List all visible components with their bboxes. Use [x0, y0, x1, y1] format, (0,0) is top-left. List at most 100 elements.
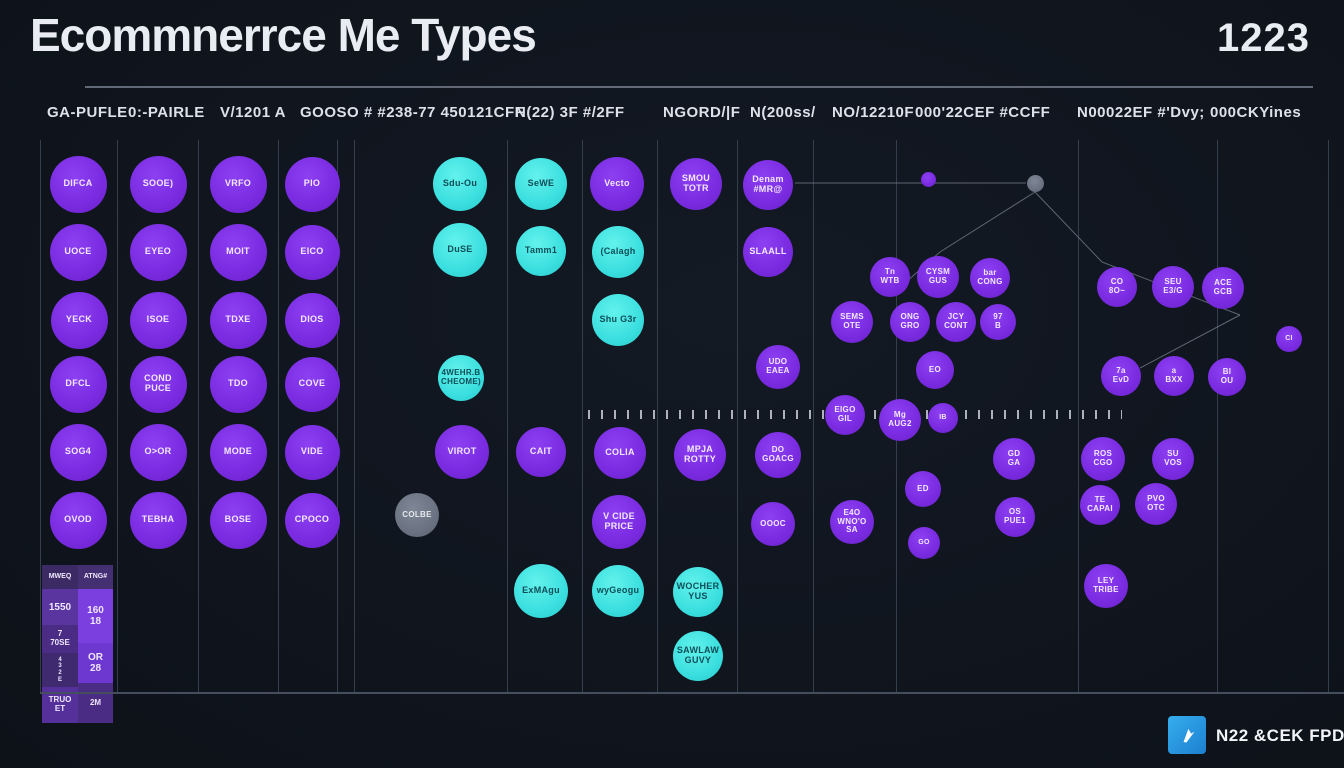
bubble-label: SEMS — [840, 312, 864, 322]
grid-vline — [198, 140, 199, 693]
bubble-node: GO — [908, 527, 940, 559]
bubble-label: EIGO — [834, 405, 856, 415]
bubble-node: UDO EAEA — [756, 345, 800, 389]
bubble-node: bar CONG — [970, 258, 1010, 298]
legend-cell-text: 28 — [89, 663, 102, 674]
bubble-node: LEY TRIBE — [1084, 564, 1128, 608]
grid-vline — [1217, 140, 1218, 693]
bubble-node: SMOU TOTR — [670, 158, 722, 210]
bubble-node: PVO OTC — [1135, 483, 1177, 525]
bubble-label: MPJA — [686, 444, 714, 455]
bubble-label: SLAALL — [749, 246, 787, 257]
bubble-node: WOCHER YUS — [673, 567, 723, 617]
bubble-node: SU VOS — [1152, 438, 1194, 480]
bubble-label: OU — [1220, 376, 1234, 385]
column-header: N00022EF #'Dvy; — [1077, 104, 1205, 121]
bubble-label: COLIA — [605, 447, 635, 458]
bubble-node: ROS CGO — [1081, 437, 1125, 481]
bubble-label: MODE — [223, 446, 253, 457]
bubble-label: CONG — [977, 277, 1003, 286]
header-number: 1223 — [1217, 16, 1310, 60]
grid-vline — [507, 140, 508, 693]
legend-cell: 7 70SE — [42, 625, 78, 653]
bubble-node: Tamm1 — [516, 226, 566, 276]
bubble-node: EO — [916, 351, 954, 389]
bubble-label: DIFCA — [63, 178, 93, 189]
bubble-label: CHEOME) — [441, 377, 481, 386]
bubble-node: wyGeogu — [592, 565, 644, 617]
bubble-node: SAWLAW GUVY — [673, 631, 723, 681]
bubble-label: OS — [1008, 507, 1022, 517]
grid-vline — [278, 140, 279, 693]
bubble-label: DuSE — [447, 244, 473, 255]
legend-cell-text: 4 — [58, 656, 62, 663]
bubble-label: MOIT — [226, 246, 250, 257]
bubble-node: Denam #MR@ — [743, 160, 793, 210]
bubble-node: Sdu-Ou — [433, 157, 487, 211]
bubble-node: ACE GCB — [1202, 267, 1244, 309]
bubble-node: CYSM GUS — [917, 256, 959, 298]
bubble-label: AUG2 — [888, 419, 912, 428]
bubble-label: #MR@ — [753, 184, 783, 194]
bubble-label: DFCL — [65, 378, 91, 389]
bubble-node: EIGO GIL — [825, 395, 865, 435]
bubble-node: Mg AUG2 — [879, 399, 921, 441]
bubble-label: E3/G — [1163, 286, 1183, 295]
legend-cell: 160 18 — [78, 589, 113, 643]
bubble-node: COLBE — [395, 493, 439, 537]
bubble-label: TDO — [228, 378, 248, 389]
bubble-node: CO 8O~ — [1097, 267, 1137, 307]
bubble-node: O>OR — [129, 423, 187, 481]
column-header: N(200ss/ — [750, 104, 816, 121]
bubble-node: SEMS OTE — [831, 301, 873, 343]
grid-vline — [117, 140, 118, 693]
bubble-label: DO — [771, 445, 785, 455]
grid-vline — [337, 140, 338, 693]
bubble-node: MPJA ROTTY — [674, 429, 726, 481]
legend-cell-text: 18 — [89, 616, 102, 627]
column-header: GA-PUFLE — [47, 104, 128, 121]
bubble-label: WOCHER — [676, 581, 720, 592]
legend-cell-text: ET — [54, 704, 66, 713]
bubble-node: PIO — [284, 156, 340, 212]
bubble-node: 7a EvD — [1101, 356, 1141, 396]
grid-vline — [1328, 140, 1329, 693]
legend-cell-text: 7 — [57, 629, 63, 639]
title-divider — [85, 86, 1313, 88]
bubble-label: BOSE — [224, 514, 252, 525]
bubble-node: TDO — [209, 355, 267, 413]
bubble-label: VIDE — [300, 446, 324, 457]
bubble-node: BI OU — [1208, 358, 1246, 396]
legend-cell: MWEQ — [42, 565, 78, 589]
bubble-label: COVE — [298, 378, 326, 389]
bubble-label: EO — [928, 364, 942, 374]
bubble-label: (Calagh — [600, 246, 636, 257]
legend-cell: OR 28 — [78, 643, 113, 683]
bubble-label: 8O~ — [1108, 286, 1126, 295]
bubble-label: OOOC — [760, 518, 786, 528]
bubble-node: ED — [905, 471, 941, 507]
bubble-node: IB — [928, 403, 958, 433]
bubble-node: GD GA — [993, 438, 1035, 480]
legend-cell-text: OR — [88, 652, 103, 663]
bubble-label: GRO — [900, 321, 920, 330]
grid-vline — [40, 140, 41, 693]
grid-vline — [582, 140, 583, 693]
bubble-node: DIOS — [284, 292, 340, 348]
bubble-label: COND — [144, 373, 172, 384]
column-header: NGORD/|F — [663, 104, 741, 121]
bubble-node: SOOE) — [129, 155, 187, 213]
legend-cell-text: 2M — [89, 697, 102, 707]
bubble-node: ISOE — [129, 291, 187, 349]
bubble-label: TEBHA — [141, 514, 175, 525]
bubble-label: TDXE — [225, 314, 251, 325]
bubble-label: OTC — [1147, 503, 1165, 512]
bubble-label: wyGeogu — [596, 585, 640, 596]
column-header: N(22) 3F #/2FF — [515, 104, 625, 121]
bubble-label: SAWLAW — [676, 645, 720, 656]
bubble-label: DIOS — [300, 314, 324, 325]
bubble-node: 97 B — [980, 304, 1016, 340]
bubble-label: EYEO — [144, 246, 172, 257]
legend-cell-text: 160 — [87, 605, 104, 616]
